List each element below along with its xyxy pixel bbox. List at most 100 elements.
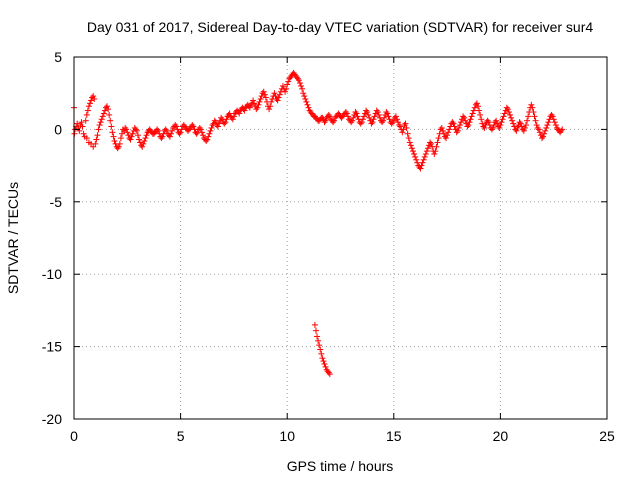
data-point xyxy=(461,114,468,121)
data-point xyxy=(551,119,558,126)
data-point xyxy=(396,122,403,129)
data-point xyxy=(189,122,196,129)
data-point xyxy=(386,116,393,123)
data-point xyxy=(205,133,212,140)
data-point xyxy=(320,358,327,365)
data-point xyxy=(408,145,415,152)
data-point xyxy=(109,129,116,136)
data-point xyxy=(108,123,115,130)
data-point xyxy=(294,75,301,82)
data-point xyxy=(360,113,367,120)
data-point xyxy=(214,123,221,130)
data-point xyxy=(230,113,237,120)
data-point xyxy=(79,123,86,130)
data-point xyxy=(403,124,410,131)
data-point xyxy=(141,137,148,144)
data-point xyxy=(509,117,516,124)
data-point xyxy=(505,109,512,116)
data-point xyxy=(375,111,382,118)
data-point xyxy=(521,124,528,131)
data-point xyxy=(173,123,180,130)
data-point xyxy=(479,120,486,127)
data-point xyxy=(212,119,219,126)
data-point xyxy=(471,104,478,111)
data-point xyxy=(418,162,425,169)
data-point xyxy=(105,106,112,113)
data-point xyxy=(176,130,183,137)
data-point xyxy=(468,113,475,120)
data-point xyxy=(393,116,400,123)
data-point xyxy=(302,95,309,102)
data-point xyxy=(525,113,532,120)
data-point xyxy=(498,119,505,126)
data-point xyxy=(451,123,458,130)
data-point xyxy=(134,132,141,139)
data-point xyxy=(465,122,472,129)
data-point xyxy=(215,120,222,127)
data-point xyxy=(383,109,390,116)
data-point xyxy=(501,110,508,117)
data-point xyxy=(276,91,283,98)
data-point xyxy=(100,110,107,117)
data-point xyxy=(530,109,537,116)
data-point xyxy=(319,355,326,362)
data-point xyxy=(510,120,517,127)
data-point xyxy=(76,127,83,134)
data-point xyxy=(455,124,462,131)
data-point xyxy=(476,107,483,114)
data-point xyxy=(364,109,371,116)
data-point xyxy=(344,113,351,120)
data-point xyxy=(489,124,496,131)
data-point xyxy=(536,129,543,136)
data-point xyxy=(481,124,488,131)
y-tick-label: -10 xyxy=(42,266,62,282)
data-point xyxy=(159,133,166,140)
data-point xyxy=(363,107,370,114)
data-point xyxy=(381,114,388,121)
data-point xyxy=(478,116,485,123)
data-point xyxy=(91,95,98,102)
data-point xyxy=(258,93,265,100)
data-point xyxy=(431,151,438,158)
data-point xyxy=(279,82,286,89)
data-point xyxy=(373,107,380,114)
data-point xyxy=(544,122,551,129)
data-point xyxy=(261,91,268,98)
data-point xyxy=(428,140,435,147)
data-point xyxy=(88,97,95,104)
data-point xyxy=(83,111,90,118)
data-point xyxy=(274,97,281,104)
data-point xyxy=(450,120,457,127)
data-point xyxy=(257,95,264,102)
data-point xyxy=(203,137,210,144)
data-point xyxy=(154,126,161,133)
data-point xyxy=(464,123,471,130)
data-point xyxy=(246,104,253,111)
data-point xyxy=(404,130,411,137)
data-point xyxy=(413,156,420,163)
data-point xyxy=(260,88,267,95)
y-tick-label: -20 xyxy=(42,411,62,427)
data-point xyxy=(226,110,233,117)
data-point xyxy=(493,117,500,124)
data-point xyxy=(208,124,215,131)
data-point xyxy=(406,139,413,146)
x-tick-label: 15 xyxy=(386,428,402,444)
data-point xyxy=(370,116,377,123)
data-point xyxy=(473,100,480,107)
data-point xyxy=(99,113,106,120)
data-point xyxy=(326,113,333,120)
data-point xyxy=(343,110,350,117)
data-point xyxy=(399,129,406,136)
data-point xyxy=(318,350,325,357)
data-point xyxy=(420,156,427,163)
data-point xyxy=(516,119,523,126)
data-point xyxy=(422,151,429,158)
data-point xyxy=(475,103,482,110)
data-point xyxy=(136,136,143,143)
data-point xyxy=(379,119,386,126)
data-point xyxy=(506,111,513,118)
data-point xyxy=(529,104,536,111)
data-point xyxy=(534,124,541,131)
data-point xyxy=(255,101,262,108)
